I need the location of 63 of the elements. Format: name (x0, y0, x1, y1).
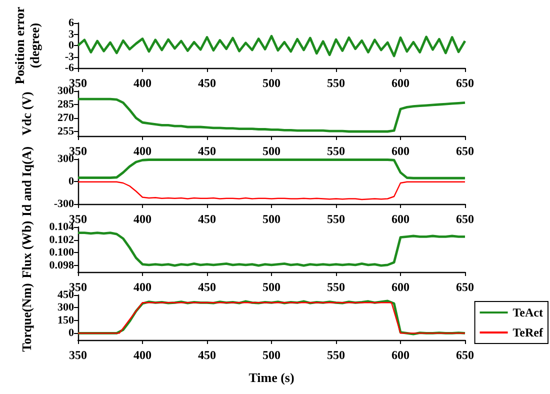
x-tick-label: 450 (198, 348, 216, 362)
y-axis-title: Position error (degree) (12, 6, 42, 84)
y-axis-title: Torque(Nm) (19, 283, 34, 352)
line-series (76, 34, 466, 58)
x-tick-label: 400 (134, 144, 152, 158)
line-series (76, 158, 466, 180)
x-tick-label: 450 (198, 212, 216, 226)
line-series (76, 98, 466, 133)
x-tick-label: 450 (198, 280, 216, 294)
y-axis-title: Id and Iq(A) (19, 146, 34, 217)
y-tick-label: 0 (68, 327, 74, 340)
x-tick-label: 500 (262, 76, 280, 90)
x-tick-label: 600 (392, 348, 410, 362)
x-tick-label: 650 (456, 280, 474, 294)
y-tick-label: -300 (54, 198, 74, 210)
y-tick-label: 0 (68, 176, 74, 188)
x-tick-label: 550 (327, 280, 345, 294)
x-tick-label: 350 (69, 348, 87, 362)
x-tick-label: 600 (392, 280, 410, 294)
y-tick-label: 6 (68, 17, 74, 29)
y-tick-label: 255 (58, 126, 74, 138)
y-tick-label: 300 (58, 153, 74, 165)
y-tick-label: 300 (58, 302, 74, 314)
x-tick-label: 550 (327, 76, 345, 90)
y-tick-label: 0.104 (49, 221, 74, 233)
x-tick-label: 400 (134, 348, 152, 362)
y-tick-label: 3 (68, 28, 74, 40)
y-axis-title: Flux (Wb) (19, 220, 34, 278)
y-tick-label: 300 (58, 85, 74, 97)
x-tick-label: 550 (327, 212, 345, 226)
x-tick-label: 600 (392, 76, 410, 90)
y-tick-label: 0.098 (49, 260, 74, 272)
y-tick-label: 285 (58, 98, 74, 110)
line-series (77, 181, 466, 200)
y-tick-label: 0 (68, 40, 74, 52)
y-tick-label: 150 (58, 314, 74, 326)
x-tick-label: 400 (134, 280, 152, 294)
y-tick-label: 0.100 (49, 246, 74, 259)
x-tick-label: 650 (456, 212, 474, 226)
line-series (76, 232, 466, 267)
y-tick-label: -3 (64, 50, 74, 63)
y-tick-label: -6 (64, 62, 74, 74)
x-tick-label: 450 (198, 144, 216, 158)
x-tick-label: 600 (392, 144, 410, 158)
x-tick-label: 650 (456, 76, 474, 90)
y-tick-label: 0.102 (49, 234, 74, 246)
x-tick-label: 500 (262, 212, 280, 226)
legend-label: TeAct (512, 306, 544, 320)
x-tick-label: 600 (392, 212, 410, 226)
x-axis-title: Time (s) (248, 370, 294, 385)
x-tick-label: 500 (262, 348, 280, 362)
x-tick-label: 450 (198, 76, 216, 90)
x-tick-label: 550 (327, 348, 345, 362)
x-tick-label: 650 (456, 144, 474, 158)
y-tick-label: 270 (58, 112, 74, 124)
y-axis-title: Vdc (V) (19, 92, 34, 136)
x-tick-label: 400 (134, 212, 152, 226)
x-tick-label: 400 (134, 76, 152, 90)
x-tick-label: 550 (327, 144, 345, 158)
x-tick-label: 500 (262, 144, 280, 158)
x-tick-label: 650 (456, 348, 474, 362)
legend-label: TeRef (512, 326, 544, 340)
x-tick-label: 500 (262, 280, 280, 294)
